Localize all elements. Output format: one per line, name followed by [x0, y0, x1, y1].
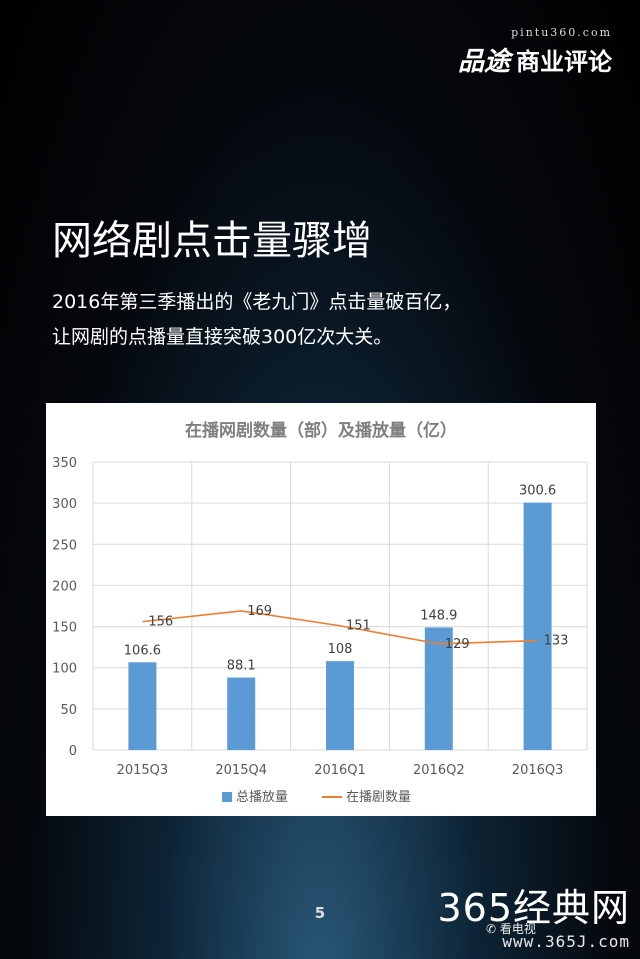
- brand-name: 商业评论: [516, 47, 612, 76]
- watermark-title: 365经典网: [437, 886, 630, 930]
- bar: [227, 677, 256, 750]
- brand-header: pintu360.com 品途 商业评论: [458, 26, 612, 78]
- bar: [523, 502, 552, 750]
- bar: [128, 662, 157, 750]
- line-data-label: 169: [247, 604, 272, 619]
- bar: [424, 627, 453, 750]
- combo-chart: 在播网剧数量（部）及播放量（亿） 0 50 100 150 200 250 300 350 106…: [52, 420, 588, 805]
- subtitle-line-1: 2016年第三季播出的《老九门》点击量破百亿，: [52, 291, 462, 313]
- chart-panel: 在播网剧数量（部）及播放量（亿） 0 50 100 150 200 250 300 350 106…: [46, 403, 596, 816]
- line-data-label: 156: [148, 615, 173, 630]
- bar: [326, 661, 354, 750]
- legend-bar-swatch: [222, 792, 232, 802]
- y-tick-label: 150: [52, 621, 77, 636]
- page-number: 5: [314, 904, 326, 922]
- legend-line-label: 在播剧数量: [346, 790, 411, 805]
- page-title: 网络剧点击量骤增: [52, 218, 372, 264]
- wechat-label-text: 看电视: [499, 922, 536, 936]
- x-tick-label: 2016Q3: [512, 763, 564, 778]
- line-data-label: 129: [445, 637, 470, 652]
- legend-bar-label: 总播放量: [236, 790, 288, 805]
- subtitle-line-2: 让网剧的点播量直接突破300亿次大关。: [52, 326, 393, 348]
- x-tick-label: 2016Q2: [413, 763, 465, 778]
- watermark: 365经典网 www.365J.com: [437, 877, 630, 951]
- y-tick-label: 300: [52, 497, 77, 512]
- line-series: [142, 610, 538, 645]
- brand-url: pintu360.com: [511, 26, 612, 39]
- y-tick-label: 200: [52, 579, 77, 594]
- brand-logo: 品途: [457, 47, 510, 77]
- bar-data-label: 88.1: [227, 659, 256, 674]
- subtitle: 2016年第三季播出的《老九门》点击量破百亿， 让网剧的点播量直接突破300亿次…: [52, 285, 461, 355]
- chart-title: 在播网剧数量（部）及播放量（亿）: [185, 420, 457, 441]
- watermark-url: www.365J.com: [502, 932, 630, 951]
- y-tick-label: 50: [60, 703, 77, 718]
- bar-data-label: 108: [328, 642, 353, 657]
- x-tick-label: 2015Q4: [215, 763, 267, 778]
- x-tick-label: 2015Q3: [117, 763, 169, 778]
- line-data-label: 133: [544, 634, 569, 649]
- y-tick-label: 0: [69, 744, 77, 759]
- line-data-label: 151: [346, 619, 371, 634]
- bar-data-label: 300.6: [519, 484, 556, 499]
- y-tick-label: 250: [52, 538, 77, 553]
- wechat-label: ✆ 看电视: [486, 922, 536, 936]
- y-tick-label: 350: [52, 456, 77, 471]
- bar-data-label: 106.6: [124, 643, 161, 658]
- bar-data-label: 148.9: [420, 608, 457, 623]
- y-tick-label: 100: [52, 662, 77, 677]
- x-tick-label: 2016Q1: [314, 763, 366, 778]
